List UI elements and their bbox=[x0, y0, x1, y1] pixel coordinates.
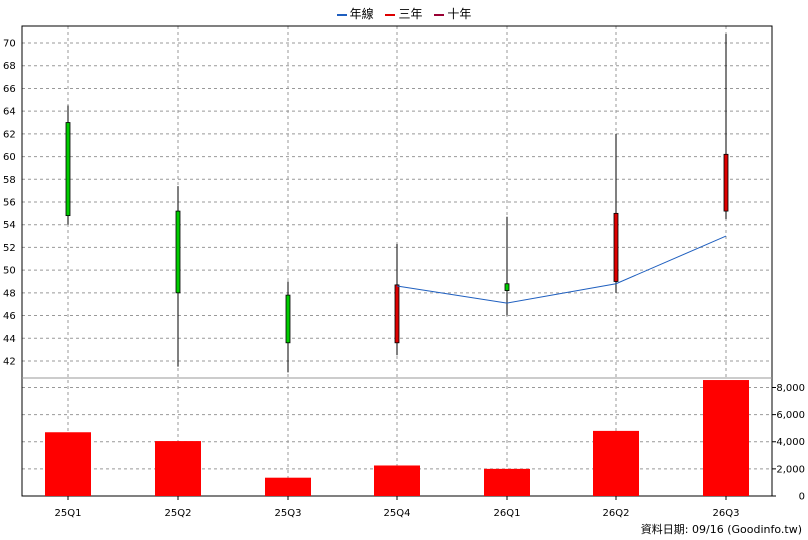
price-tick-label: 62 bbox=[3, 129, 16, 140]
price-tick-label: 68 bbox=[3, 61, 16, 72]
legend-swatch bbox=[336, 13, 347, 16]
candle-body-25Q2 bbox=[175, 210, 181, 294]
volume-tick-label: 2,000 bbox=[776, 464, 805, 475]
volume-bar-26Q3 bbox=[703, 380, 749, 496]
x-tick-label: 25Q2 bbox=[165, 508, 192, 519]
price-tick-label: 66 bbox=[3, 84, 16, 95]
volume-tick-label: 6,000 bbox=[776, 410, 805, 421]
legend: 年線 三年 十年 bbox=[0, 5, 808, 22]
x-tick-label: 26Q1 bbox=[494, 508, 521, 519]
candle-body-26Q2 bbox=[613, 212, 619, 282]
volume-tick-label: 0 bbox=[799, 492, 805, 503]
volume-bar-25Q4 bbox=[374, 465, 420, 496]
price-tick-label: 44 bbox=[3, 334, 16, 345]
candle-body-26Q1 bbox=[504, 283, 510, 291]
candle-body-26Q3 bbox=[723, 153, 729, 212]
volume-tick-label: 8,000 bbox=[776, 383, 805, 394]
x-tick-label: 25Q1 bbox=[55, 508, 82, 519]
volume-tick-label: 4,000 bbox=[776, 437, 805, 448]
price-tick-label: 42 bbox=[3, 356, 16, 367]
data-date-footer: 資料日期: 09/16 (Goodinfo.tw) bbox=[640, 523, 802, 536]
price-tick-label: 50 bbox=[3, 266, 16, 277]
x-tick-label: 26Q2 bbox=[603, 508, 630, 519]
x-tick-label: 26Q3 bbox=[713, 508, 740, 519]
candle-body-25Q1 bbox=[65, 122, 71, 217]
volume-bar-25Q3 bbox=[265, 477, 311, 496]
price-tick-label: 56 bbox=[3, 198, 16, 209]
volume-bar-25Q1 bbox=[45, 432, 91, 496]
candle-body-25Q3 bbox=[285, 294, 291, 344]
price-tick-label: 60 bbox=[3, 152, 16, 163]
price-tick-label: 54 bbox=[3, 220, 16, 231]
price-tick-label: 48 bbox=[3, 288, 16, 299]
legend-item-ten-year: 十年 bbox=[434, 5, 471, 22]
legend-swatch bbox=[385, 13, 396, 16]
price-tick-label: 52 bbox=[3, 243, 16, 254]
volume-bar-25Q2 bbox=[155, 441, 201, 496]
x-tick-label: 25Q4 bbox=[384, 508, 411, 519]
x-tick-label: 25Q3 bbox=[275, 508, 302, 519]
legend-item-three-year: 三年 bbox=[385, 5, 423, 22]
volume-bar-26Q1 bbox=[484, 468, 530, 496]
candle-body-25Q4 bbox=[394, 284, 400, 344]
price-tick-label: 70 bbox=[3, 39, 16, 50]
legend-label: 年線 bbox=[349, 7, 374, 21]
price-tick-label: 46 bbox=[3, 311, 16, 322]
legend-label: 十年 bbox=[447, 7, 472, 21]
price-tick-label: 64 bbox=[3, 107, 16, 118]
legend-swatch bbox=[434, 13, 445, 16]
volume-bar-26Q2 bbox=[593, 430, 639, 496]
year-line-series bbox=[396, 235, 727, 304]
legend-item-year-line: 年線 bbox=[336, 5, 374, 22]
legend-label: 三年 bbox=[398, 7, 423, 21]
price-tick-label: 58 bbox=[3, 175, 16, 186]
